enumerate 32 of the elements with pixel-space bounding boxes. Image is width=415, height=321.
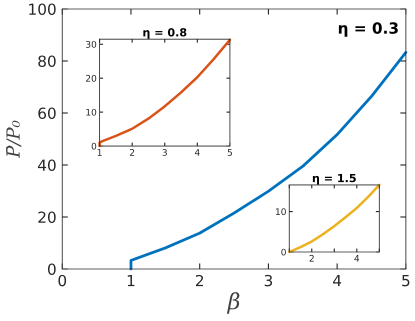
x-tick-label: 5: [228, 149, 232, 156]
y-tick-label: 100: [29, 3, 56, 16]
y-tick-label: 20: [86, 74, 96, 82]
y-tick-label: 80: [38, 55, 56, 68]
x-tick-label: 5: [402, 275, 410, 286]
y-tick-label: 0: [92, 142, 96, 150]
y-tick-label: 10: [86, 108, 96, 116]
y-tick-label: 10: [276, 208, 286, 216]
x-tick-label: 1: [98, 149, 102, 156]
x-tick-label: 1: [128, 275, 134, 286]
chart-title: η = 0.8: [143, 28, 186, 39]
x-tick-label: 0: [58, 274, 66, 286]
line-series: [130, 51, 408, 270]
x-tick-label: 2: [310, 254, 314, 262]
line-series: [98, 38, 232, 148]
y-axis-title: P̄/P₀: [6, 120, 22, 158]
series-label: η = 0.3: [338, 22, 398, 37]
y-tick-label: 60: [38, 107, 56, 120]
y-tick-label: 40: [38, 159, 56, 172]
y-tick-label: 30: [86, 40, 96, 48]
chart-title: η = 1.5: [312, 174, 356, 184]
x-tick-label: 3: [264, 274, 272, 286]
y-tick-label: 0: [48, 263, 56, 276]
x-axis-title: β: [226, 292, 240, 314]
y-tick-label: 20: [38, 211, 56, 224]
x-tick-label: 2: [196, 274, 204, 286]
line-series: [288, 184, 381, 254]
x-tick-label: 4: [194, 149, 200, 156]
x-tick-label: 4: [333, 275, 342, 286]
x-tick-label: 2: [130, 148, 134, 156]
x-tick-label: 3: [162, 148, 167, 156]
x-tick-label: 4: [354, 255, 360, 262]
